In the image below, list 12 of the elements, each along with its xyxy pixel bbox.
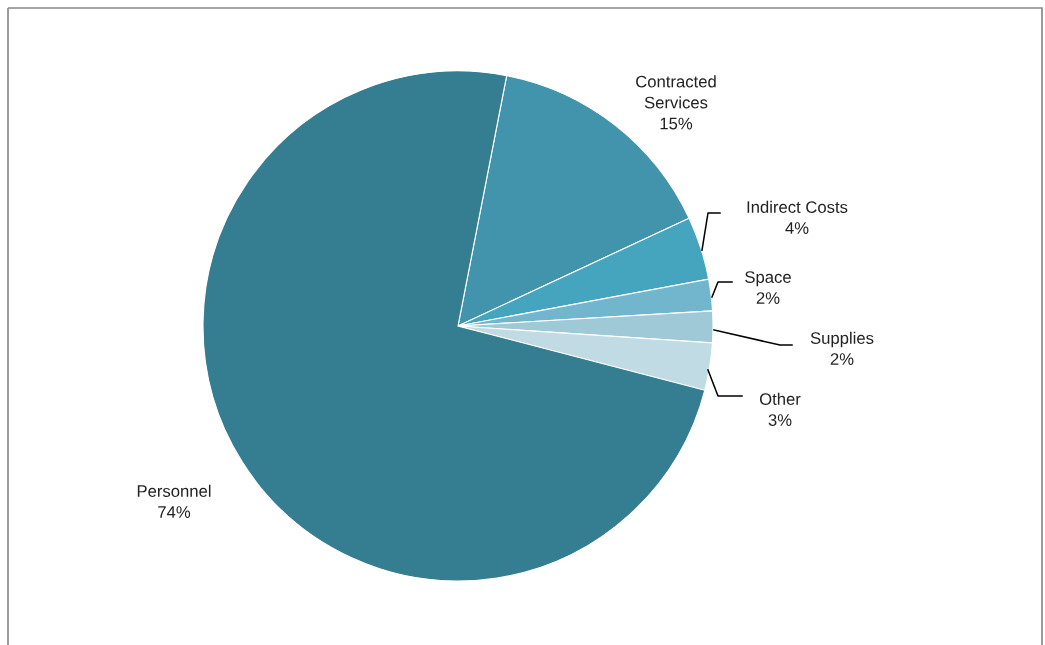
data-label: 15% — [660, 117, 693, 130]
data-label: 2% — [830, 353, 854, 365]
slice-label: Indirect Costs — [747, 200, 848, 213]
slice-label: Supplies — [810, 331, 874, 348]
data-label: 4% — [785, 222, 809, 234]
slice-label: Other — [759, 392, 801, 405]
slice-label: Space — [745, 271, 791, 287]
slice-label: Contracted Services — [636, 75, 716, 109]
data-label: 74% — [158, 506, 191, 518]
slice-label: Personnel — [137, 484, 211, 497]
data-label: 3% — [768, 414, 792, 426]
data-label: 2% — [756, 292, 780, 304]
